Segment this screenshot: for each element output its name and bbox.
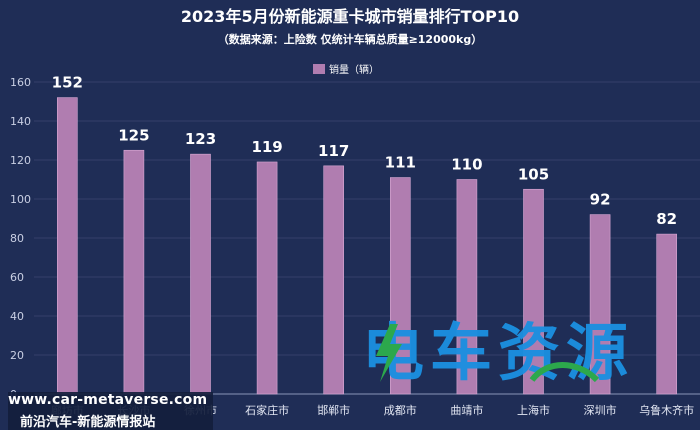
x-tick-label: 深圳市 (584, 403, 617, 417)
y-tick-label: 20 (10, 349, 24, 362)
car-swoosh-icon (529, 362, 600, 383)
watermark-url[interactable]: www.car-metaverse.com (8, 392, 208, 408)
y-tick-label: 160 (10, 76, 31, 89)
bar[interactable] (389, 177, 411, 395)
data-label: 119 (251, 138, 282, 156)
x-tick-label: 邯郸市 (317, 403, 350, 417)
y-tick-label: 80 (10, 232, 24, 245)
bar[interactable] (456, 179, 478, 395)
logo-text: 电车资源 (362, 316, 634, 386)
chart-subtitle: （数据来源：上险数 仅统计车辆总质量≥12000kg） (218, 32, 483, 46)
y-tick-label: 40 (10, 310, 24, 323)
legend-swatch (313, 64, 325, 74)
watermark-backdrop (8, 392, 213, 430)
x-tick-label: 曲靖市 (450, 403, 483, 417)
x-tick-label: 石家庄市 (245, 403, 289, 417)
data-label: 152 (52, 74, 83, 92)
bar[interactable] (589, 214, 611, 395)
data-label: 92 (590, 191, 611, 209)
bar[interactable] (256, 161, 278, 395)
chart-title: 2023年5月份新能源重卡城市销量排行TOP10 (181, 7, 519, 26)
x-tick-label: 上海市 (517, 403, 550, 417)
bars (56, 97, 678, 395)
data-label: 105 (518, 165, 549, 183)
y-tick-label: 140 (10, 115, 31, 128)
bolt-icon (376, 324, 402, 382)
data-label: 111 (385, 154, 416, 172)
data-labels: 152 125 123 119 117 111 110 105 92 82 (52, 74, 677, 229)
y-tick-label: 100 (10, 193, 31, 206)
x-tick-label: 乌鲁木齐市 (639, 403, 694, 417)
bar[interactable] (523, 188, 544, 395)
bar[interactable] (123, 149, 145, 395)
watermark-slogan: 前沿汽车-新能源情报站 (20, 415, 156, 430)
legend[interactable]: 销量（辆） (313, 63, 379, 76)
y-axis: 020406080100120140160 (10, 76, 31, 401)
x-tick-label: 成都市 (384, 403, 417, 417)
data-label: 117 (318, 142, 349, 160)
data-label: 123 (185, 130, 216, 148)
data-label: 82 (656, 210, 677, 228)
data-label: 125 (118, 126, 149, 144)
bar[interactable] (656, 233, 678, 395)
legend-label: 销量（辆） (329, 63, 379, 76)
bar[interactable] (323, 165, 345, 395)
data-label: 110 (451, 156, 482, 174)
dianche-logo: 电车资源 (362, 316, 634, 386)
bar[interactable] (56, 97, 78, 395)
y-tick-label: 60 (10, 271, 24, 284)
y-tick-label: 120 (10, 154, 31, 167)
bar[interactable] (190, 153, 211, 395)
y-gridlines (34, 81, 700, 356)
